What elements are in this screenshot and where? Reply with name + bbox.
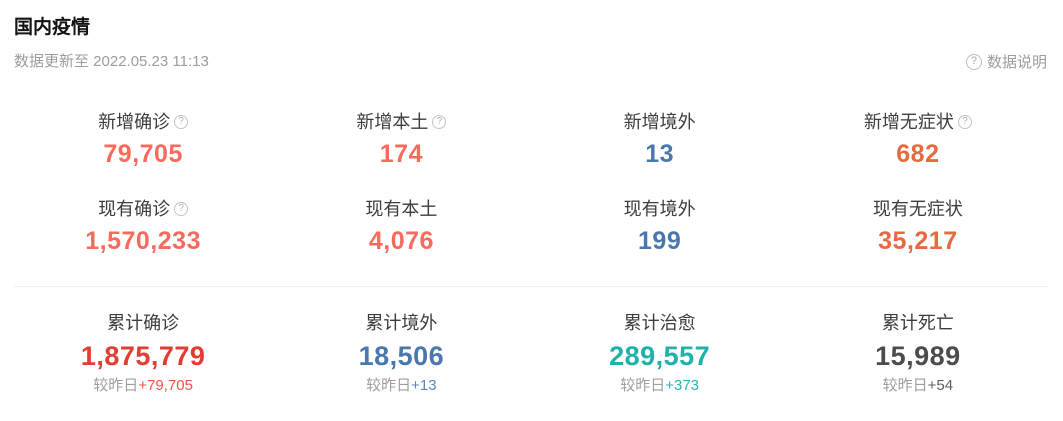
stat-label: 现有本土 (365, 199, 438, 219)
stat-value: 13 (645, 140, 675, 168)
stat-value: 79,705 (103, 140, 183, 168)
stats-grid-cumulative: 累计确诊 1,875,779 较昨日+79,705 累计境外 18,506 较昨… (14, 311, 1047, 396)
stat-existing-local: 现有本土 4,076 (272, 197, 530, 256)
question-circle-icon: ? (965, 53, 982, 70)
stat-existing-imported: 现有境外 199 (531, 197, 789, 256)
stat-value: 682 (896, 140, 940, 168)
stat-value: 1,875,779 (80, 341, 206, 371)
stat-new-imported: 新增境外 13 (531, 110, 789, 169)
data-explanation-link[interactable]: ? 数据说明 (965, 51, 1047, 72)
stat-label: 新增无症状? (864, 110, 972, 134)
stat-cumulative-confirmed: 累计确诊 1,875,779 较昨日+79,705 (14, 311, 272, 396)
stat-label: 新增本土? (356, 110, 447, 134)
stat-cumulative-imported: 累计境外 18,506 较昨日+13 (272, 311, 530, 396)
stat-label: 新增确诊? (98, 110, 189, 134)
stat-new-asymptomatic: 新增无症状? 682 (789, 110, 1047, 169)
help-icon[interactable]: ? (174, 202, 189, 216)
help-icon[interactable]: ? (432, 115, 447, 129)
change-delta: +79,705 (138, 377, 193, 394)
change-delta: +54 (927, 377, 954, 394)
page-title: 国内疫情 (14, 17, 91, 38)
stat-change-vs-yesterday: 较昨日+13 (366, 377, 437, 394)
change-delta: +13 (411, 377, 437, 394)
stat-value: 15,989 (875, 341, 961, 371)
stat-existing-confirmed: 现有确诊? 1,570,233 (14, 197, 272, 256)
stat-label: 累计境外 (365, 313, 438, 333)
stat-label: 现有确诊? (98, 197, 189, 221)
stat-label: 累计死亡 (881, 313, 954, 333)
stat-cumulative-cured: 累计治愈 289,557 较昨日+373 (531, 311, 789, 396)
change-delta: +373 (665, 377, 700, 394)
stat-change-vs-yesterday: 较昨日+54 (882, 377, 954, 394)
stat-label: 累计确诊 (107, 313, 180, 333)
stat-change-vs-yesterday: 较昨日+79,705 (93, 377, 193, 394)
stats-grid-current: 新增确诊? 79,705 新增本土? 174 新增境外 13 新增无症状? 68… (14, 110, 1047, 284)
stat-new-confirmed: 新增确诊? 79,705 (14, 110, 272, 169)
stat-label: 现有境外 (623, 199, 696, 219)
stat-value: 4,076 (368, 227, 434, 255)
stat-label: 现有无症状 (872, 199, 963, 219)
help-icon[interactable]: ? (174, 115, 189, 129)
stat-label: 新增境外 (623, 112, 696, 132)
section-divider (14, 286, 1047, 287)
stat-value: 18,506 (358, 341, 445, 371)
data-updated-timestamp: 数据更新至 2022.05.23 11:13 (14, 52, 209, 70)
stat-value: 289,557 (609, 341, 711, 371)
meta-row: 数据更新至 2022.05.23 11:13 ? 数据说明 (14, 51, 1047, 72)
stat-existing-asymptomatic: 现有无症状 35,217 (789, 197, 1047, 256)
stat-value: 35,217 (878, 227, 958, 255)
stat-label: 累计治愈 (623, 313, 696, 333)
data-explanation-label: 数据说明 (986, 54, 1047, 71)
stat-value: 1,570,233 (85, 227, 201, 255)
stat-change-vs-yesterday: 较昨日+373 (620, 377, 700, 394)
stat-new-local: 新增本土? 174 (272, 110, 530, 169)
help-icon[interactable]: ? (957, 115, 972, 129)
stat-value: 199 (638, 227, 682, 255)
stat-value: 174 (379, 140, 423, 168)
stat-cumulative-deaths: 累计死亡 15,989 较昨日+54 (789, 311, 1047, 396)
